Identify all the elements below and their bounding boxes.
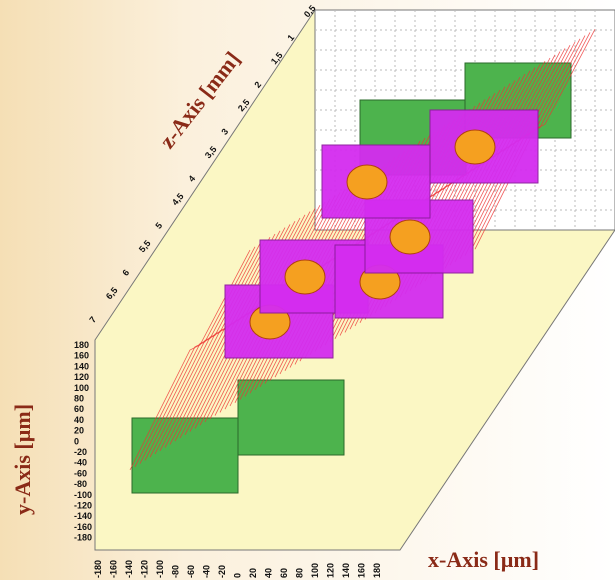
- core: [347, 165, 387, 199]
- y-tick-label: -180: [74, 533, 92, 543]
- y-tick-label: 40: [74, 415, 84, 425]
- z-tick-label: 4,5: [170, 191, 186, 207]
- z-tick-label: 6: [120, 268, 131, 278]
- z-tick-label: 5: [153, 221, 164, 231]
- y-tick-label: -140: [74, 511, 92, 521]
- x-tick-label: -80: [171, 565, 181, 578]
- x-tick-label: 20: [248, 568, 258, 578]
- x-tick-label: 80: [295, 568, 305, 578]
- x-tick-label: 160: [357, 563, 367, 578]
- x-tick-label: -160: [109, 560, 119, 578]
- x-tick-label: 140: [341, 563, 351, 578]
- plate: [238, 380, 344, 455]
- core: [390, 220, 430, 254]
- core: [455, 130, 495, 164]
- y-tick-label: 160: [74, 351, 89, 361]
- x-tick-label: 60: [279, 568, 289, 578]
- core: [285, 260, 325, 294]
- y-tick-label: 60: [74, 404, 84, 414]
- z-tick-label: 6,5: [104, 285, 120, 301]
- y-tick-label: 120: [74, 372, 89, 382]
- x-tick-label: 180: [372, 563, 382, 578]
- y-tick-label: -80: [74, 479, 87, 489]
- y-tick-label: -100: [74, 490, 92, 500]
- z-tick-label: 5,5: [137, 238, 153, 254]
- x-tick-label: 100: [310, 563, 320, 578]
- plot: z-Axis [mm] y-Axis [µm] x-Axis [µm] 0,51…: [0, 0, 615, 580]
- y-tick-label: -20: [74, 447, 87, 457]
- x-tick-label: 40: [264, 568, 274, 578]
- x-tick-label: 0: [233, 573, 243, 578]
- z-tick-label: 3: [219, 127, 230, 137]
- y-tick-label: -60: [74, 468, 87, 478]
- z-tick-label: 4: [186, 174, 197, 184]
- plate: [132, 418, 238, 493]
- x-axis-label: x-Axis [µm]: [428, 547, 539, 572]
- y-tick-label: 0: [74, 436, 79, 446]
- y-tick-label: 20: [74, 426, 84, 436]
- x-tick-label: -100: [155, 560, 165, 578]
- y-tick-label: -40: [74, 458, 87, 468]
- y-tick-label: 100: [74, 383, 89, 393]
- y-tick-label: -120: [74, 501, 92, 511]
- y-axis-label: y-Axis [µm]: [10, 404, 35, 515]
- y-tick-label: 80: [74, 394, 84, 404]
- x-tick-label: 120: [326, 563, 336, 578]
- x-tick-label: -140: [124, 560, 134, 578]
- x-tick-label: -20: [217, 565, 227, 578]
- x-tick-label: -120: [140, 560, 150, 578]
- x-tick-label: -180: [93, 560, 103, 578]
- figure: z-Axis [mm] y-Axis [µm] x-Axis [µm] 0,51…: [0, 0, 615, 580]
- z-tick-label: 2: [252, 80, 263, 90]
- z-tick-label: 7: [87, 315, 98, 325]
- y-tick-label: 140: [74, 361, 89, 371]
- x-tick-label: -40: [202, 565, 212, 578]
- y-tick-label: -160: [74, 522, 92, 532]
- y-tick-label: 180: [74, 340, 89, 350]
- x-tick-label: -60: [186, 565, 196, 578]
